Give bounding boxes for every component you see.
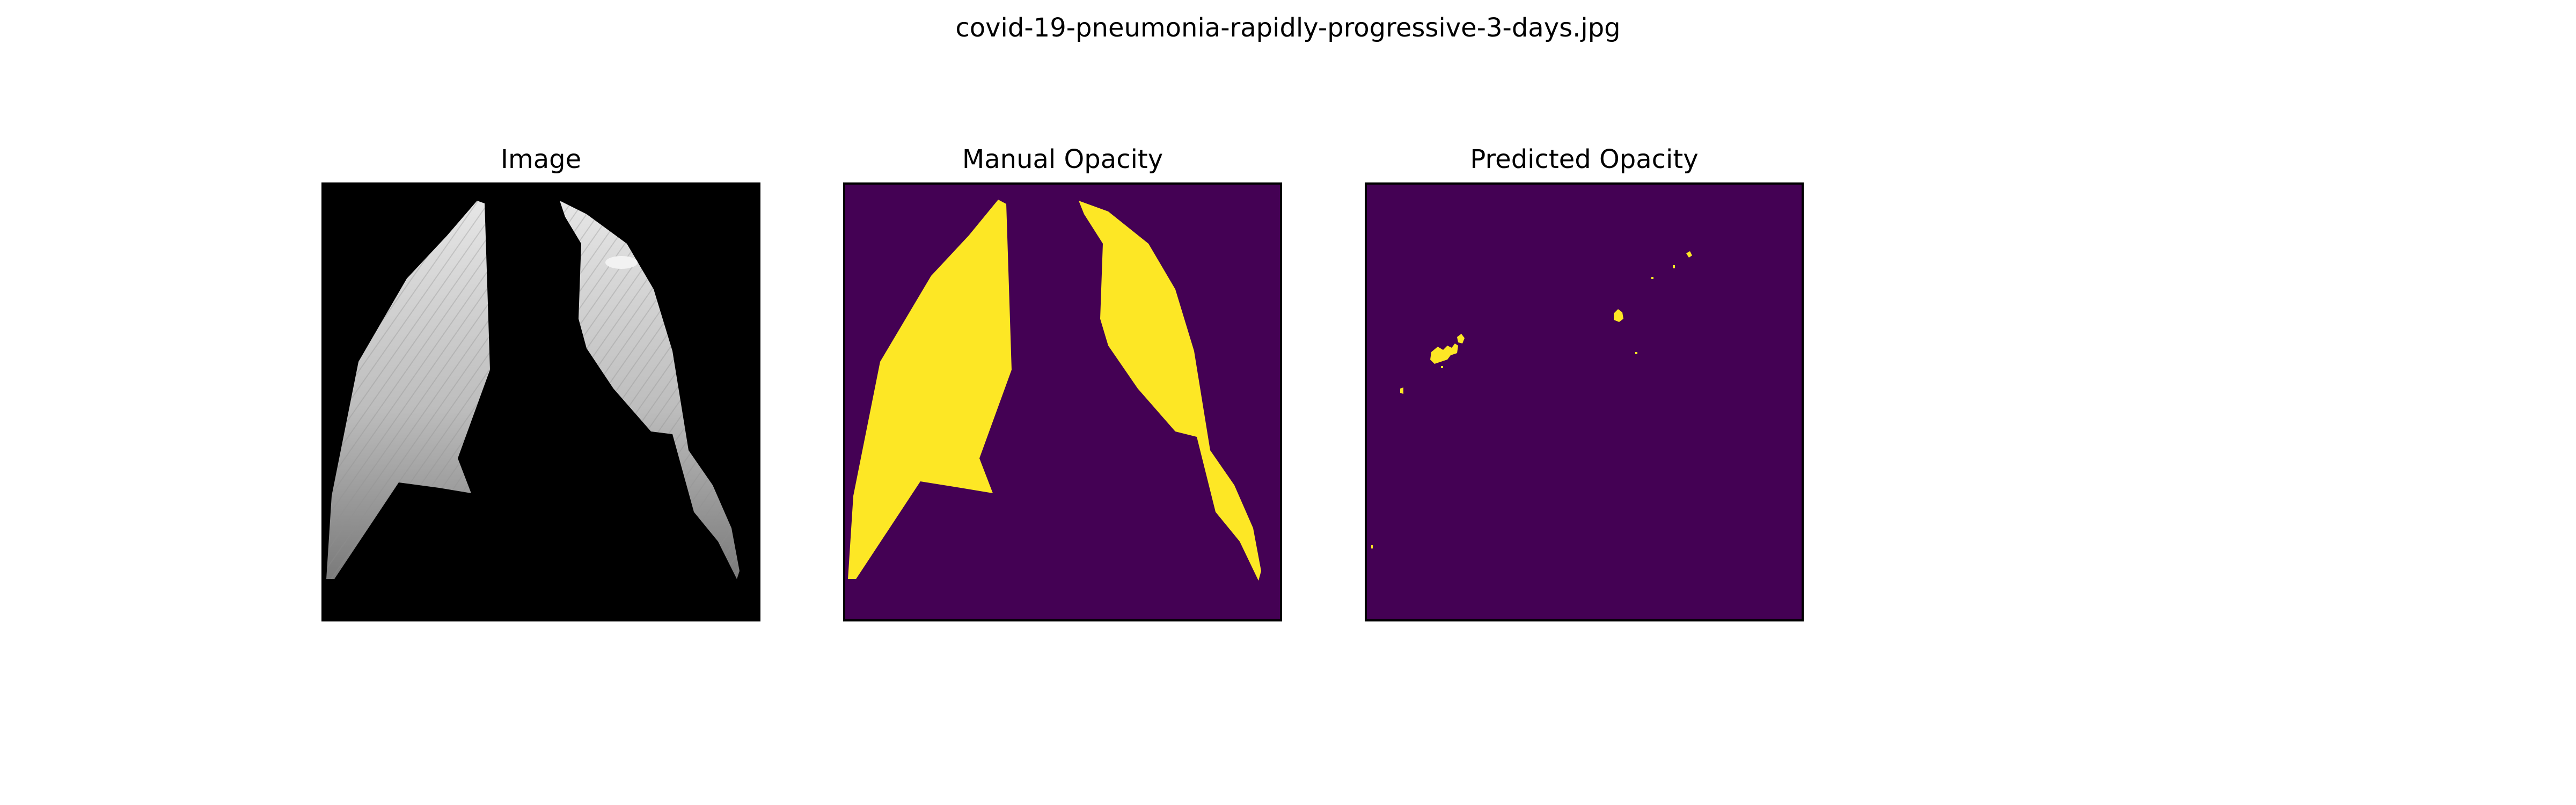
predicted-opacity-title: Predicted Opacity [1470, 144, 1699, 174]
predicted-blob [1686, 251, 1692, 258]
mask-background [1367, 185, 1802, 619]
predicted-blob [1457, 334, 1465, 343]
predicted-blob [1614, 309, 1623, 322]
left-lung-xray [326, 201, 490, 579]
predicted-blob [1673, 265, 1675, 268]
predicted-blob [1651, 277, 1653, 279]
bright-spot [605, 256, 638, 269]
predicted-blob [1430, 343, 1458, 364]
predicted-blob [1635, 352, 1637, 354]
figure-title: covid-19-pneumonia-rapidly-progressive-3… [955, 13, 1621, 43]
manual-opacity-mask [845, 185, 1280, 619]
manual-opacity-frame [843, 182, 1282, 621]
predicted-blobs [1371, 251, 1692, 548]
right-lung-mask [1079, 201, 1261, 581]
xray-image [324, 185, 758, 619]
left-lung-mask [848, 200, 1012, 579]
predicted-blob [1441, 366, 1443, 368]
manual-opacity-title: Manual Opacity [962, 144, 1163, 174]
predicted-opacity-mask [1367, 185, 1802, 619]
predicted-blob [1400, 387, 1403, 394]
right-lung-xray [560, 201, 740, 579]
image-panel: Image [321, 142, 760, 621]
predicted-opacity-panel: Predicted Opacity [1365, 142, 1804, 621]
xray-image-frame [321, 182, 760, 621]
image-panel-title: Image [500, 144, 582, 174]
predicted-blob [1371, 545, 1373, 548]
predicted-opacity-frame [1365, 182, 1804, 621]
manual-opacity-panel: Manual Opacity [843, 142, 1282, 621]
